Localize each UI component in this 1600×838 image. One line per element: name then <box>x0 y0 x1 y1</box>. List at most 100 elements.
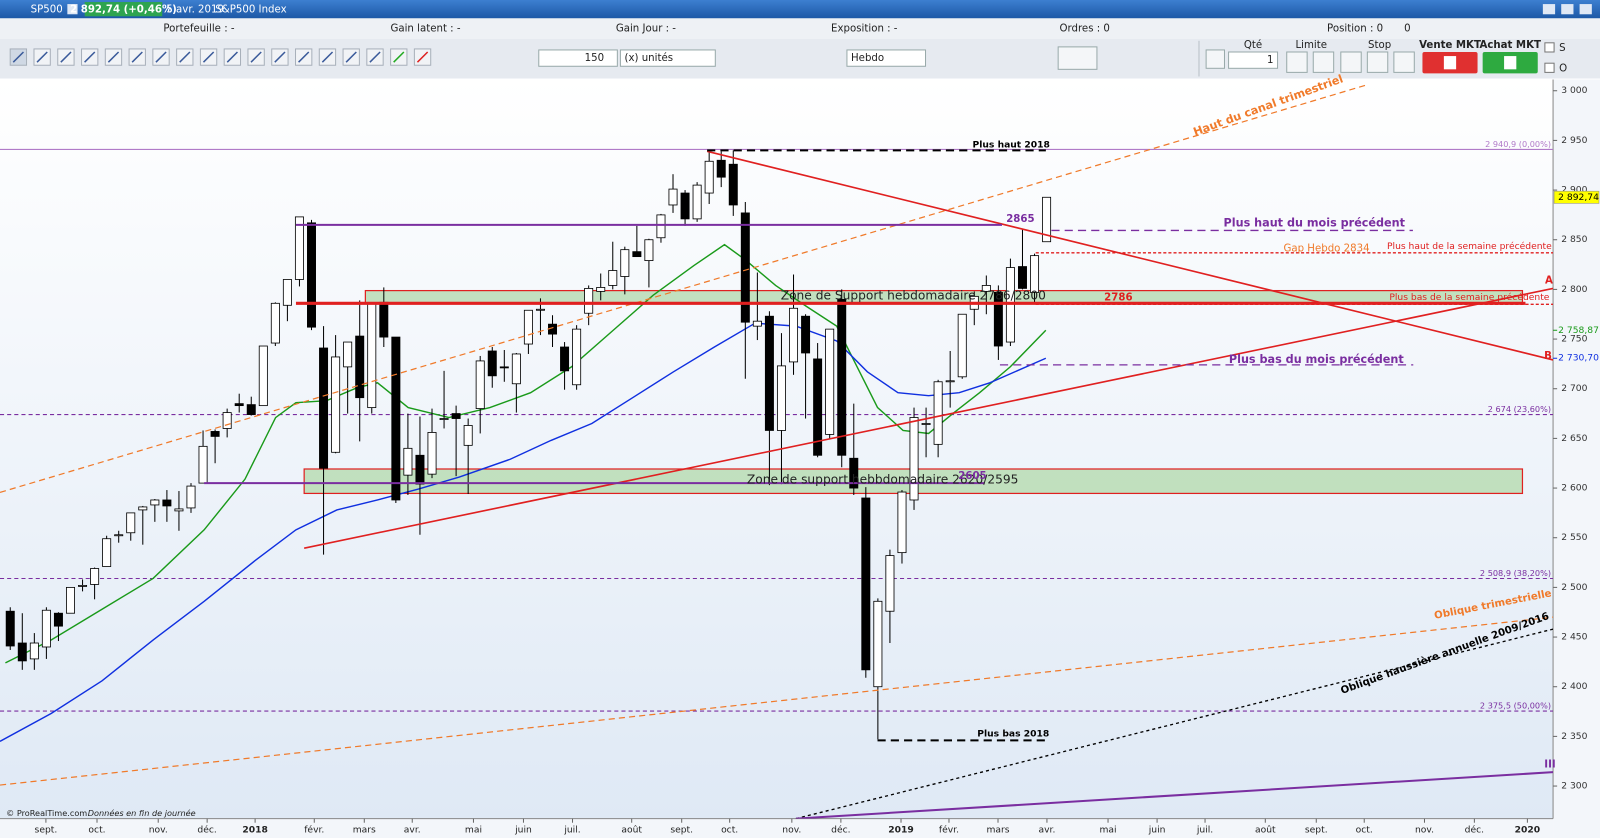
tool-glyph <box>369 51 381 63</box>
unit-select[interactable] <box>619 49 716 67</box>
candle-body <box>355 335 365 399</box>
candle-body <box>270 302 280 344</box>
x-tick-label: sept. <box>670 824 693 835</box>
candle-body <box>921 423 931 425</box>
stop-button-2[interactable] <box>1366 51 1389 73</box>
limit-buy-button[interactable] <box>1286 51 1308 73</box>
minimize-button[interactable] <box>1542 4 1556 15</box>
x-tick-label: avr. <box>1039 824 1056 835</box>
candle-body <box>29 642 39 660</box>
candle-body <box>415 454 425 485</box>
annotation: Plus bas de la semaine précédente <box>1389 292 1549 303</box>
candle-body <box>825 328 835 435</box>
copyright: © ProRealTime.com <box>6 808 87 818</box>
annotation: Plus haut de la semaine précédente <box>1387 241 1552 252</box>
checkbox-o[interactable] <box>1544 62 1555 73</box>
period: Hebdo <box>851 53 884 64</box>
candle-body <box>150 499 160 506</box>
period-select[interactable] <box>846 49 927 67</box>
candle-body <box>258 345 268 407</box>
candle-body <box>668 188 678 206</box>
checkbox-s[interactable] <box>1544 42 1555 53</box>
position: Position : 0 <box>1327 24 1383 35</box>
trendline <box>0 84 1368 494</box>
candle-body <box>945 380 955 383</box>
tool-glyph <box>226 51 238 63</box>
candle-body <box>427 432 437 475</box>
candle-body <box>716 159 726 178</box>
close-button[interactable] <box>1579 4 1592 15</box>
maximize-button[interactable] <box>1561 4 1574 15</box>
annotation: 2865 <box>1006 214 1034 225</box>
stop-button-3[interactable] <box>1393 51 1415 73</box>
candle-body <box>620 249 630 277</box>
y-tick-label: 2 350 <box>1561 731 1587 742</box>
tool-glyph <box>416 51 429 63</box>
y-tick-label: 2 500 <box>1561 582 1587 593</box>
candle-body <box>523 309 533 345</box>
price-label: 2 758,87 <box>1558 325 1599 336</box>
quantity-input[interactable] <box>538 49 618 67</box>
trendline <box>0 616 1554 786</box>
annotation: 2786 <box>1104 293 1132 304</box>
stop-button-1[interactable] <box>1340 51 1362 73</box>
x-tick-label: déc. <box>197 824 216 835</box>
candle-body <box>740 212 750 323</box>
price-label: 2 730,70 <box>1558 353 1599 364</box>
instrument-name: S&P500 Index <box>215 5 286 16</box>
candle-body <box>1042 196 1052 243</box>
x-tick-label: 2018 <box>242 824 267 835</box>
candle-body <box>692 184 702 220</box>
info-bar <box>0 18 1600 39</box>
qty-input[interactable] <box>1228 51 1279 69</box>
candle-body <box>560 346 570 372</box>
candle-body <box>343 341 353 368</box>
icon[interactable] <box>67 4 78 15</box>
candle-body <box>535 308 545 311</box>
tool-glyph <box>131 51 143 63</box>
x-tick-label: nov. <box>782 824 801 835</box>
fib-label: 2 375,5 (50,00%) <box>1480 700 1551 710</box>
buy-label: Achat MKT <box>1479 40 1541 51</box>
x-tick-label: nov. <box>1415 824 1434 835</box>
trendline <box>795 628 1554 819</box>
candle-body <box>53 612 63 627</box>
moving-average <box>0 322 1047 742</box>
zone-label: Zone de support hebbdomadaire 2620/2595 <box>747 473 1019 487</box>
x-tick-label: déc. <box>831 824 850 835</box>
settings-button[interactable] <box>1205 49 1225 69</box>
stop-label: Stop <box>1368 40 1391 51</box>
candle-body <box>174 508 184 512</box>
symbol: SP500 <box>31 5 63 16</box>
position-alt: 0 <box>1404 24 1410 35</box>
candle-body <box>451 413 461 419</box>
candle-body <box>861 497 871 671</box>
orders: Ordres : 0 <box>1059 24 1109 35</box>
price-label-box <box>1553 190 1600 204</box>
price-badge <box>84 2 163 17</box>
indicator-button[interactable] <box>1057 46 1098 70</box>
candle-body <box>391 336 401 501</box>
candle-body <box>776 365 786 431</box>
x-tick-label: févr. <box>304 824 324 835</box>
x-axis-panel <box>0 818 1554 838</box>
y-tick-label: 2 750 <box>1561 334 1587 345</box>
candle-body <box>475 360 485 410</box>
candle-body <box>873 600 883 688</box>
x-tick-label: 2020 <box>1515 824 1540 835</box>
candle-body <box>162 499 172 507</box>
portfolio: Portefeuille : - <box>163 24 234 35</box>
sell-icon <box>1443 56 1457 70</box>
candle-body <box>572 328 582 386</box>
x-tick-label: juil. <box>563 824 580 835</box>
x-tick-label: mars <box>353 824 376 835</box>
x-tick-label: sept. <box>35 824 58 835</box>
candle-body <box>656 214 666 239</box>
candle-body <box>294 216 304 280</box>
y-tick-label: 2 450 <box>1561 632 1587 643</box>
candle-body <box>993 291 1003 347</box>
limit-sell-button[interactable] <box>1312 51 1335 73</box>
x-tick-label: juil. <box>1196 824 1213 835</box>
candle-body <box>282 279 292 306</box>
